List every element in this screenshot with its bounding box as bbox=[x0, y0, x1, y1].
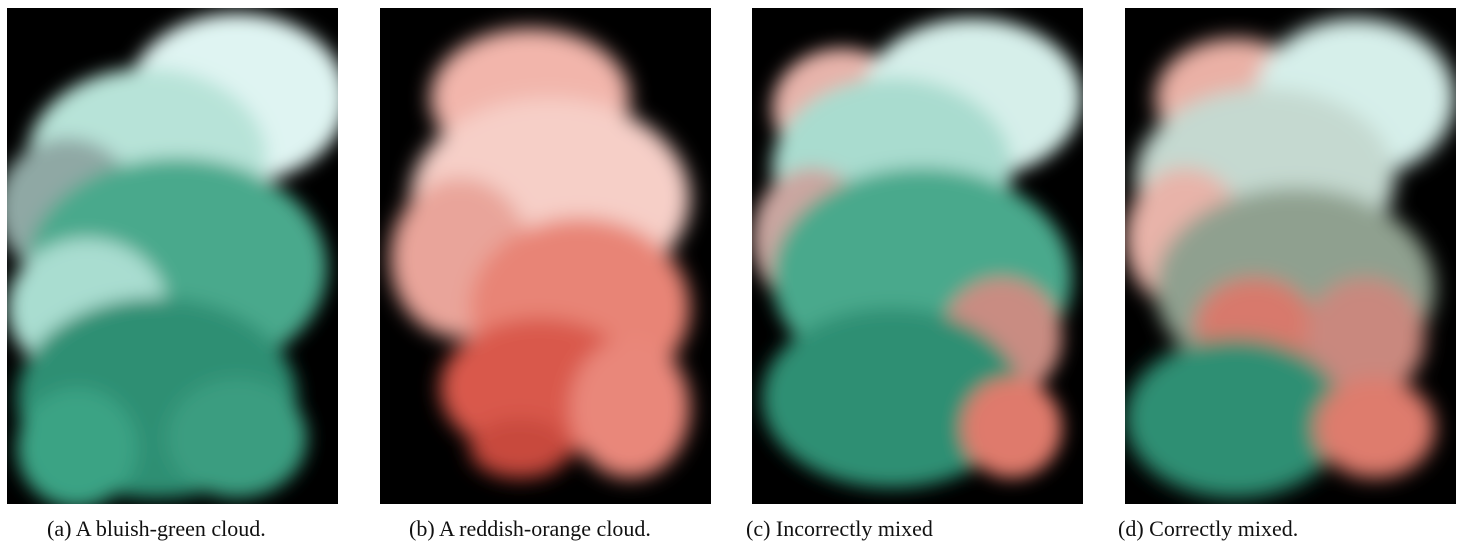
cloud-image-correctly-mixed bbox=[1125, 8, 1456, 504]
cloud-image-incorrectly-mixed bbox=[752, 8, 1083, 504]
caption-b: (b) A reddish-orange cloud. bbox=[409, 516, 651, 541]
caption-c: (c) Incorrectly mixed bbox=[746, 516, 933, 541]
caption-a: (a) A bluish-green cloud. bbox=[47, 516, 266, 541]
cloud-image-reddish-orange bbox=[380, 8, 711, 504]
caption-d: (d) Correctly mixed. bbox=[1118, 516, 1299, 541]
cloud-image-bluish-green bbox=[7, 8, 338, 504]
